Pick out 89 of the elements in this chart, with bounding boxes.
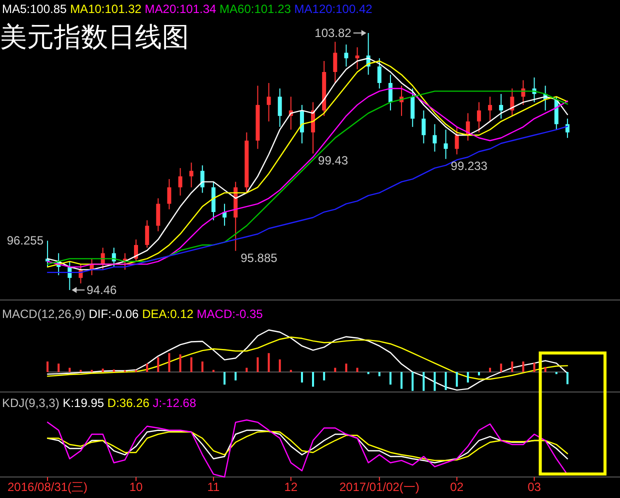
candlestick (278, 88, 282, 128)
candlestick (167, 178, 172, 210)
chart-title: KDJ(9,3,3) (2, 396, 63, 410)
x-tick-label: 12 (284, 480, 298, 494)
text: D:36.26 (107, 396, 153, 410)
bar (246, 368, 248, 372)
bar (356, 368, 358, 372)
candlestick (565, 118, 570, 138)
candlestick (499, 93, 504, 120)
x-tick-label: 02 (450, 480, 464, 494)
bar (489, 368, 492, 372)
x-tick-label: 11 (207, 480, 220, 494)
candlestick (145, 220, 150, 248)
bar (522, 362, 524, 372)
bar (179, 354, 182, 372)
candlestick (388, 74, 392, 111)
candlestick (377, 58, 382, 89)
candlestick (189, 162, 194, 188)
bar (102, 368, 104, 372)
candlestick (355, 46, 360, 70)
candlestick (266, 82, 271, 122)
candlestick (454, 126, 459, 155)
candlestick (178, 168, 182, 196)
bar (190, 357, 192, 372)
text: MA5:100.85 (2, 2, 70, 16)
bar (566, 372, 568, 384)
bar (323, 372, 326, 380)
bar (46, 362, 49, 372)
bar (412, 372, 414, 391)
annotation: 99.43 (318, 154, 348, 168)
bar (68, 368, 71, 372)
bar (278, 359, 281, 372)
bar (456, 372, 458, 387)
candlestick (488, 96, 492, 122)
text: DIF:-0.06 (88, 307, 142, 321)
bar (312, 372, 314, 387)
bar (389, 372, 392, 385)
text: MACD:-0.35 (196, 307, 264, 321)
bar (256, 357, 259, 372)
bar (201, 362, 204, 372)
chart-title: 美元指数日线图 (0, 22, 189, 52)
text: MA20:101.34 (144, 2, 220, 16)
bar (157, 357, 160, 372)
text: DEA:0.12 (142, 307, 197, 321)
bar (422, 372, 425, 391)
bar (268, 353, 270, 372)
bar (146, 364, 148, 372)
bar (478, 372, 480, 376)
x-tick-label: 2017/01/02(一) (339, 480, 420, 494)
annotation: 103.82 (314, 26, 352, 40)
text: MA120:100.42 (294, 2, 373, 16)
bar (533, 362, 536, 372)
chart-title: MACD(12,26,9) (2, 307, 89, 321)
candlestick (444, 129, 448, 160)
candlestick (476, 102, 481, 133)
annotation: 99.233 (450, 158, 488, 173)
bar (511, 362, 514, 372)
candlestick (333, 41, 338, 84)
annotation: 95.885 (240, 250, 278, 265)
series-label: J:-12.68 (152, 396, 196, 410)
candlestick (156, 198, 160, 232)
bar (466, 372, 469, 382)
bar (58, 364, 60, 372)
bar (334, 368, 336, 372)
candlestick (410, 88, 415, 128)
candlestick (510, 88, 514, 116)
bar (378, 372, 380, 376)
x-tick-label: 03 (528, 480, 542, 494)
bar (345, 364, 348, 372)
bar (544, 366, 546, 372)
annotation: 96.255 (6, 234, 44, 248)
bar (434, 372, 436, 391)
bar (400, 372, 403, 389)
x-tick-label: 10 (129, 480, 144, 494)
bar (500, 364, 502, 372)
bar (168, 353, 170, 372)
annotation: 94.46 (86, 283, 118, 297)
bar (444, 372, 447, 390)
bar (234, 372, 237, 380)
bar (224, 372, 226, 385)
candlestick (344, 44, 348, 67)
candlestick (422, 110, 426, 144)
bar (112, 369, 115, 372)
candlestick (432, 124, 437, 152)
bar (300, 372, 303, 382)
text: MA10:101.32 (70, 2, 145, 16)
x-tick-label: 2016/08/31(三) (8, 480, 88, 494)
text: MA60:101.23 (220, 2, 294, 16)
text: K:19.95 (62, 396, 108, 410)
